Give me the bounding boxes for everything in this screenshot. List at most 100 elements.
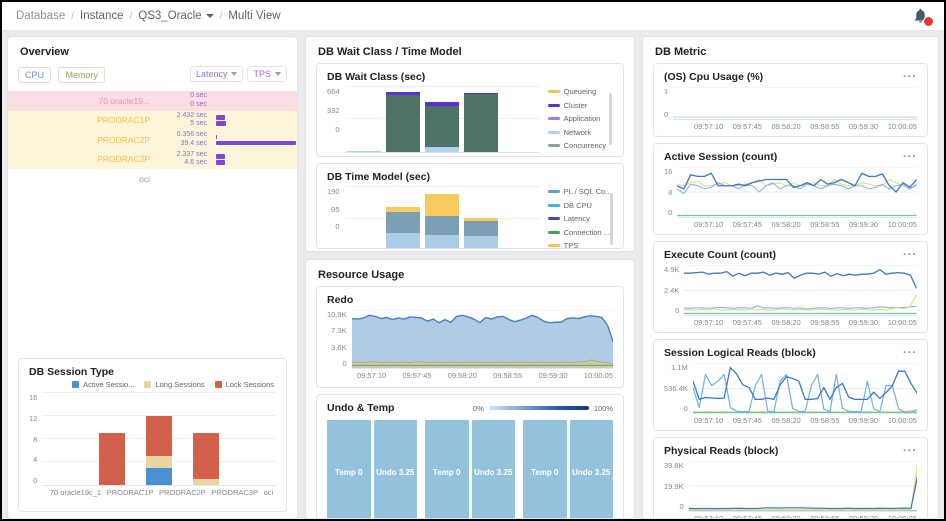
legend-scrollbar[interactable]	[609, 93, 612, 145]
x-tick-label: PRODRAC3P	[211, 488, 258, 497]
top-bar: Database / Instance / QS3_Oracle / Multi…	[2, 2, 944, 31]
legend-item[interactable]: TPS	[548, 241, 614, 249]
card-title-text: DB Session Type	[29, 366, 114, 378]
y-tick-label: 1.1M	[671, 363, 688, 372]
instance-label: PRODRAC2P	[8, 135, 158, 145]
x-tick-label: 09:57:45	[733, 416, 762, 425]
wait-class-plot	[345, 87, 540, 153]
memory-button[interactable]: Memory	[58, 67, 105, 83]
legend-item[interactable]: Lock Sessions	[215, 380, 274, 389]
session-logical-reads-card: Session Logical Reads (block)··· 1.1M536…	[653, 339, 928, 431]
y-axis: 10	[664, 87, 673, 119]
legend-scrollbar[interactable]	[610, 193, 613, 245]
y-tick-label: 16	[664, 167, 672, 176]
y-tick-label: 0	[675, 306, 679, 315]
x-tick-label: oci	[264, 488, 274, 497]
y-tick-label: 8	[33, 435, 37, 444]
bar-segment	[146, 468, 172, 485]
dashboard-content: Overview CPU Memory Latency TPS 70 oracl…	[2, 30, 944, 519]
stacked-bar	[464, 87, 498, 152]
y-tick-label: 0	[33, 476, 37, 485]
overview-instance-row[interactable]: 70 oracle19...0 sec0 sec	[8, 91, 297, 111]
gradient-min-label: 0%	[473, 404, 484, 413]
overview-instance-row[interactable]: PRODRAC3P2.337 sec4.6 sec	[8, 150, 297, 170]
tps-dropdown[interactable]: TPS	[247, 66, 287, 82]
y-axis: 1612840	[29, 393, 42, 485]
more-options-icon[interactable]: ···	[903, 154, 917, 160]
legend-item[interactable]: Latency	[548, 214, 614, 223]
more-options-icon[interactable]: ···	[903, 448, 917, 454]
x-tick-label: 09:59:30	[849, 416, 878, 425]
notification-badge	[923, 16, 934, 27]
legend-item[interactable]: Application	[548, 114, 613, 123]
chevron-down-icon	[206, 14, 214, 18]
stacked-bar	[347, 187, 381, 249]
more-options-icon[interactable]: ···	[903, 74, 917, 80]
latency-dropdown[interactable]: Latency	[190, 66, 244, 82]
chart-canvas	[352, 310, 613, 368]
y-tick-label: 0	[664, 110, 668, 119]
db-wait-class-title: DB Wait Class (sec)	[317, 64, 623, 85]
legend-item[interactable]: DB CPU	[548, 201, 614, 210]
breadcrumb-instance-selector[interactable]: QS3_Oracle	[138, 10, 213, 22]
breadcrumb-database[interactable]: Database	[16, 10, 65, 22]
notification-bell-button[interactable]	[912, 7, 930, 25]
bar-segment	[425, 147, 459, 151]
treemap-tile[interactable]: Temp 0	[523, 420, 567, 519]
legend-item[interactable]: Connection ...	[548, 228, 614, 237]
legend-item[interactable]: Configuration	[548, 155, 613, 158]
overview-instance-row[interactable]: PRODRAC2P0.356 sec39.4 sec	[8, 130, 297, 150]
x-tick-label: 09:59:30	[849, 318, 878, 327]
legend-item[interactable]: Active Sessio...	[72, 380, 134, 389]
y-tick-label: 0	[342, 359, 346, 368]
x-tick-label: 10:00:05	[888, 220, 917, 229]
x-tick-label: PRODRAC2P	[159, 488, 206, 497]
legend-label: Latency	[564, 214, 590, 223]
bar-segment	[193, 479, 219, 485]
y-tick-label: 536.4K	[664, 384, 688, 393]
breadcrumb-instance[interactable]: Instance	[80, 10, 123, 22]
os-cpu-chart: 10	[654, 85, 927, 120]
treemap-tile[interactable]: Undo 3.25	[570, 420, 614, 519]
legend-label: Configuration	[564, 155, 609, 158]
stacked-bar	[386, 187, 420, 249]
more-options-icon[interactable]: ···	[903, 350, 917, 356]
card-title-text: Redo	[327, 294, 353, 306]
bar-series	[345, 87, 540, 152]
treemap-tile[interactable]: Undo 3.25	[374, 420, 418, 519]
treemap-tile[interactable]: Undo 3.25	[472, 420, 516, 519]
legend-item[interactable]: Long Sessions	[144, 380, 204, 389]
active-session-title: Active Session (count)···	[654, 144, 927, 165]
db-metric-panel: DB Metric (OS) Cpu Usage (%)··· 10 09:57…	[642, 36, 939, 519]
legend-item[interactable]: Network	[548, 128, 613, 137]
legend-item[interactable]: Queueing	[548, 87, 613, 96]
x-tick-label: 09:59:30	[538, 371, 567, 380]
legend-marker	[144, 381, 151, 388]
legend-item[interactable]: Cluster	[548, 101, 613, 110]
overview-instance-row[interactable]: PRODRAC1P2.432 sec5 sec	[8, 111, 297, 131]
y-tick-label: 3.6K	[331, 343, 346, 352]
resource-usage-title: Resource Usage	[306, 260, 634, 286]
legend-marker	[215, 381, 222, 388]
x-tick-label: 10:00:05	[888, 122, 917, 131]
overview-instance-row[interactable]: oci	[8, 169, 297, 189]
legend-item[interactable]: Concurrency	[548, 141, 613, 150]
legend-items: Queueing Cluster Application Network Concurr…	[548, 87, 613, 157]
more-options-icon[interactable]: ···	[903, 252, 917, 258]
cpu-button[interactable]: CPU	[18, 67, 51, 83]
breadcrumb-multi-view[interactable]: Multi View	[228, 10, 280, 22]
legend-label: DB CPU	[564, 201, 592, 210]
instance-tile-group: Temp 0Undo 3.25	[523, 420, 613, 519]
y-tick-label: 4	[33, 455, 37, 464]
chart-canvas	[684, 265, 917, 315]
stacked-bar	[503, 87, 537, 152]
legend-marker	[548, 131, 560, 134]
y-tick-label: 19.9K	[664, 482, 684, 491]
y-axis: 1680	[664, 167, 677, 217]
treemap-tile[interactable]: Temp 0	[327, 420, 371, 519]
treemap-tile[interactable]: Temp 0	[425, 420, 469, 519]
x-tick-label: PRODRAC1P	[390, 155, 437, 158]
legend-item[interactable]: PL / SQL Co...	[548, 187, 614, 196]
card-title-text: DB Time Model (sec)	[327, 171, 430, 183]
legend-marker	[548, 217, 560, 220]
